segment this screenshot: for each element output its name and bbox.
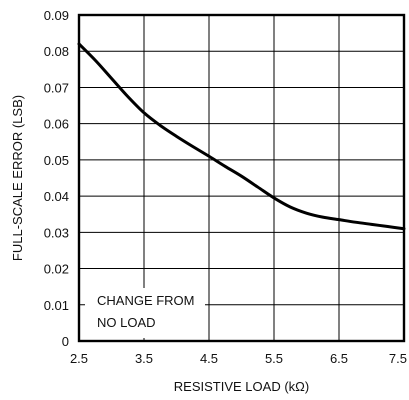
y-tick-label: 0.02 bbox=[44, 262, 69, 277]
y-tick-labels: 0 0.01 0.02 0.03 0.04 0.05 0.06 0.07 0.08 0.09 bbox=[44, 8, 69, 349]
y-tick-label: 0.04 bbox=[44, 189, 69, 204]
annotation-background bbox=[85, 288, 205, 338]
annotation-group: CHANGE FROM NO LOAD bbox=[85, 288, 205, 338]
y-tick-label: 0.01 bbox=[44, 298, 69, 313]
x-tick-label: 7.5 bbox=[389, 351, 407, 366]
plot-frame bbox=[77, 13, 406, 343]
y-tick-label: 0.05 bbox=[44, 153, 69, 168]
grid bbox=[79, 15, 404, 341]
y-tick-label: 0 bbox=[62, 334, 69, 349]
y-tick-label: 0.09 bbox=[44, 8, 69, 23]
annotation-line-1: CHANGE FROM bbox=[97, 293, 195, 308]
y-tick-label: 0.03 bbox=[44, 225, 69, 240]
x-axis-title: RESISTIVE LOAD (kΩ) bbox=[174, 379, 309, 394]
y-axis-title: FULL-SCALE ERROR (LSB) bbox=[10, 95, 25, 261]
x-tick-label: 6.5 bbox=[330, 351, 348, 366]
x-tick-label: 4.5 bbox=[200, 351, 218, 366]
x-tick-label: 5.5 bbox=[265, 351, 283, 366]
series-line bbox=[77, 42, 406, 231]
series-group bbox=[77, 42, 406, 231]
y-tick-label: 0.06 bbox=[44, 117, 69, 132]
y-tick-label: 0.08 bbox=[44, 44, 69, 59]
x-tick-label: 3.5 bbox=[135, 351, 153, 366]
x-tick-label: 2.5 bbox=[70, 351, 88, 366]
y-tick-label: 0.07 bbox=[44, 80, 69, 95]
x-tick-labels: 2.5 3.5 4.5 5.5 6.5 7.5 bbox=[70, 351, 407, 366]
annotation-line-2: NO LOAD bbox=[97, 315, 156, 330]
